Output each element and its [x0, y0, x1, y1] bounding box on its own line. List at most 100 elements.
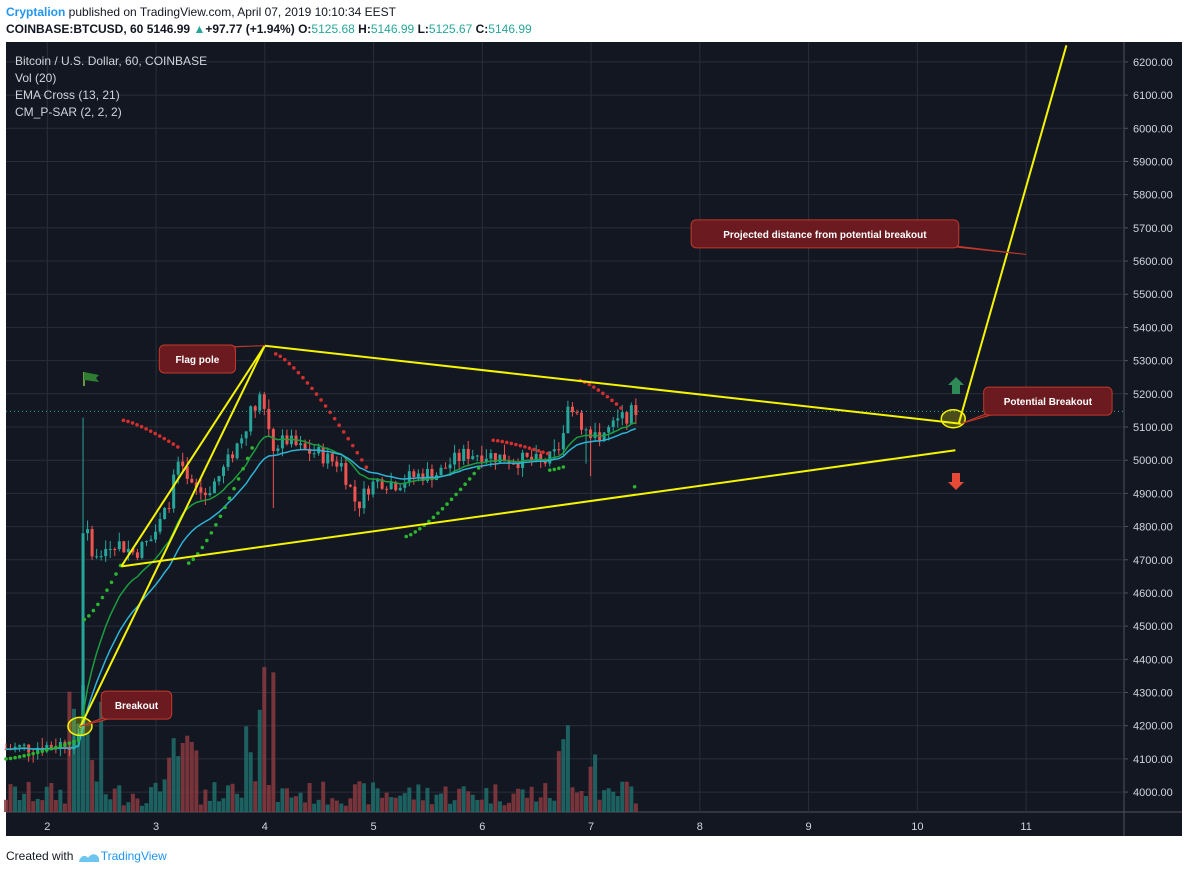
volume-bar	[334, 800, 339, 812]
sar-dot	[166, 439, 171, 444]
candle-body	[534, 453, 538, 461]
volume-bar	[357, 781, 362, 812]
candle-body	[140, 542, 144, 558]
candle-body	[421, 473, 425, 482]
volume-bar	[352, 784, 357, 812]
y-tick-label: 5100.00	[1133, 422, 1173, 434]
candle-body	[67, 748, 71, 750]
volume-bar	[266, 785, 271, 812]
y-tick-label: 4400.00	[1133, 654, 1173, 666]
y-tick-label: 5300.00	[1133, 356, 1173, 368]
callout-box	[100, 690, 173, 720]
sar-dot	[360, 458, 364, 462]
volume-bar	[475, 799, 480, 812]
volume-bar	[221, 798, 226, 812]
sar-dot	[449, 497, 454, 502]
volume-bar	[534, 801, 539, 812]
markers	[83, 372, 964, 490]
volume-bar	[380, 797, 385, 812]
sar-dot	[427, 519, 431, 524]
y-tick-label: 4600.00	[1133, 588, 1173, 600]
volume-bar	[561, 739, 566, 812]
legend-psar[interactable]: CM_P-SAR (2, 2, 2)	[15, 105, 122, 119]
candle-body	[222, 466, 226, 477]
volume-bar	[321, 781, 326, 812]
volume-bar	[520, 789, 525, 812]
volume-bar	[516, 788, 521, 812]
volume-bar	[570, 787, 575, 812]
volume-bar	[35, 798, 40, 812]
high-label: H:	[358, 22, 371, 36]
candle-body	[72, 739, 76, 750]
x-tick-label: 4	[262, 821, 268, 833]
candle-body	[267, 408, 271, 430]
volume-bar	[53, 800, 58, 812]
last-price: 5146.99	[146, 22, 191, 36]
sar-dot	[236, 477, 241, 481]
volume-bar	[593, 754, 598, 812]
volume-bar	[615, 796, 620, 812]
author-link[interactable]: Cryptalion	[6, 5, 66, 19]
candle-body	[498, 454, 502, 463]
sar-dot	[223, 505, 227, 510]
sar-dot	[4, 757, 8, 761]
volume-bar	[103, 794, 108, 812]
volume-bar	[62, 803, 67, 812]
candle-body	[163, 507, 167, 519]
candle-body	[625, 412, 629, 424]
volume-bar	[126, 802, 131, 812]
sar-dot	[491, 438, 496, 443]
volume-bar	[226, 785, 231, 812]
volume-bar	[230, 783, 235, 812]
volume-bar	[31, 801, 36, 812]
volume-bar	[303, 802, 308, 812]
volume-bar	[312, 803, 317, 812]
volume-bar	[194, 750, 199, 812]
candle-body	[226, 454, 230, 467]
sar-dot	[463, 482, 467, 487]
candle-body	[357, 501, 361, 509]
chart-pane[interactable]	[6, 42, 1124, 836]
candle-body	[439, 467, 443, 476]
symbol-label: COINBASE:BTCUSD, 60	[6, 22, 144, 36]
volume-bar	[81, 685, 86, 812]
callout-box	[690, 219, 960, 249]
legend-volume[interactable]: Vol (20)	[15, 71, 56, 85]
volume-bar	[316, 799, 321, 812]
y-tick-label: 5600.00	[1133, 256, 1173, 268]
sar-dot	[445, 502, 449, 506]
y-tick-label: 4200.00	[1133, 721, 1173, 733]
volume-bar	[253, 781, 258, 812]
candle-body	[457, 452, 461, 462]
candle-body	[312, 453, 316, 455]
volume-bar	[407, 787, 412, 812]
sar-dot	[323, 404, 328, 408]
volume-bar	[348, 798, 353, 812]
candle-body	[335, 461, 339, 467]
volume-bars	[4, 667, 638, 812]
tradingview-logo-icon	[78, 854, 99, 862]
tradingview-link[interactable]: TradingView	[100, 849, 167, 863]
callout-box	[158, 344, 237, 374]
price-axis[interactable]	[1124, 42, 1182, 836]
volume-bar	[497, 801, 502, 812]
candle-body	[493, 453, 497, 463]
volume-bar	[189, 741, 194, 812]
close-label: C:	[475, 22, 489, 36]
volume-bar	[26, 781, 31, 812]
candle-body	[380, 479, 384, 489]
sar-dot	[413, 530, 418, 534]
candle-body	[385, 488, 389, 490]
candle-body	[620, 412, 624, 419]
volume-bar	[330, 798, 335, 812]
candle-body	[584, 429, 588, 431]
volume-bar	[94, 781, 99, 812]
volume-bar	[457, 788, 462, 812]
sar-dot	[200, 545, 205, 550]
volume-bar	[579, 790, 584, 812]
sar-dot	[552, 467, 557, 472]
x-tick-label: 9	[806, 821, 812, 833]
legend-ema-cross[interactable]: EMA Cross (13, 21)	[15, 88, 120, 102]
y-tick-label: 5400.00	[1133, 322, 1173, 334]
